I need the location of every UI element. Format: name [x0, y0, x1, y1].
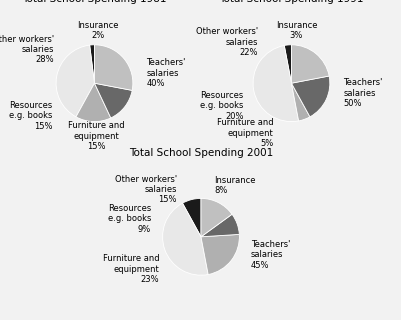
Text: Furniture and
equipment
23%: Furniture and equipment 23%	[102, 254, 159, 284]
Text: Furniture and
equipment
15%: Furniture and equipment 15%	[68, 121, 124, 151]
Title: Total School Spending 1981: Total School Spending 1981	[22, 0, 166, 4]
Wedge shape	[291, 76, 329, 117]
Wedge shape	[284, 45, 291, 83]
Text: Teachers'
salaries
50%: Teachers' salaries 50%	[342, 78, 382, 108]
Wedge shape	[94, 83, 132, 118]
Title: Total School Spending 2001: Total School Spending 2001	[129, 148, 272, 158]
Wedge shape	[200, 198, 231, 237]
Wedge shape	[291, 45, 328, 83]
Wedge shape	[182, 198, 200, 237]
Title: Total School Spending 1991: Total School Spending 1991	[219, 0, 363, 4]
Text: Resources
e.g. books
15%: Resources e.g. books 15%	[9, 101, 53, 131]
Text: Furniture and
equipment
5%: Furniture and equipment 5%	[216, 118, 273, 148]
Wedge shape	[162, 203, 208, 275]
Text: Teachers'
salaries
45%: Teachers' salaries 45%	[250, 240, 290, 270]
Wedge shape	[76, 83, 111, 122]
Text: Insurance
2%: Insurance 2%	[77, 20, 118, 40]
Wedge shape	[252, 45, 298, 122]
Text: Other workers'
salaries
28%: Other workers' salaries 28%	[0, 35, 53, 64]
Text: Insurance
3%: Insurance 3%	[275, 21, 316, 40]
Wedge shape	[200, 214, 239, 237]
Text: Resources
e.g. books
20%: Resources e.g. books 20%	[200, 91, 243, 121]
Text: Teachers'
salaries
40%: Teachers' salaries 40%	[146, 58, 185, 88]
Text: Insurance
8%: Insurance 8%	[214, 176, 255, 195]
Text: Other workers'
salaries
15%: Other workers' salaries 15%	[115, 175, 176, 204]
Wedge shape	[89, 45, 94, 83]
Wedge shape	[94, 45, 133, 90]
Wedge shape	[56, 45, 94, 117]
Wedge shape	[291, 83, 309, 121]
Text: Resources
e.g. books
9%: Resources e.g. books 9%	[107, 204, 151, 234]
Wedge shape	[200, 234, 239, 275]
Text: Other workers'
salaries
22%: Other workers' salaries 22%	[195, 28, 257, 57]
